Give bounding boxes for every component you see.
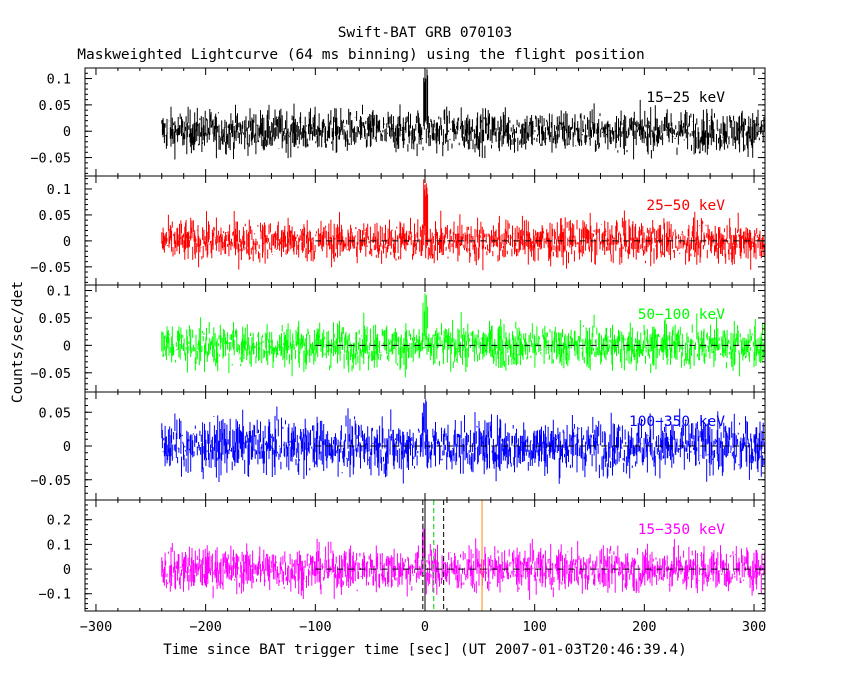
x-tick-label: 100: [522, 619, 546, 635]
x-tick-label: 0: [421, 619, 429, 635]
y-tick-label: 0: [63, 338, 71, 354]
x-tick-label: −200: [189, 619, 222, 635]
y-tick-label: 0.05: [38, 208, 71, 224]
series-line: [161, 69, 765, 160]
y-tick-label: −0.05: [30, 260, 71, 276]
panel-15-25-kev: 0.1 0.05 0 −0.05 15−25 keV: [30, 67, 766, 177]
series-line: [161, 179, 765, 271]
y-tick-label: −0.05: [30, 366, 71, 382]
y-tick-label: 0.05: [38, 405, 71, 421]
y-tick-label: 0: [63, 439, 71, 455]
panel-15-350-kev: 0.2 0.1 0 −0.1 15−350 keV: [38, 499, 766, 612]
x-axis-label: Time since BAT trigger time [sec] (UT 20…: [163, 642, 687, 658]
x-tick-label: −100: [299, 619, 332, 635]
y-tick-label: 0.1: [47, 182, 71, 198]
y-tick-label: 0: [63, 234, 71, 250]
chart-title: Swift-BAT GRB 070103: [338, 25, 513, 41]
x-tick-label: −300: [80, 619, 113, 635]
band-label: 15−25 keV: [646, 90, 725, 106]
x-tick-label: 200: [632, 619, 656, 635]
panel-25-50-kev: 0.1 0.05 0 −0.05 25−50 keV: [30, 175, 766, 286]
y-axis-label: Counts/sec/det: [10, 281, 26, 403]
chart-subtitle: Maskweighted Lightcurve (64 ms binning) …: [77, 47, 644, 63]
y-tick-label: 0.05: [38, 311, 71, 327]
band-label: 100−350 keV: [629, 414, 725, 430]
y-tick-label: 0.2: [47, 513, 71, 529]
y-tick-label: 0.1: [47, 537, 71, 553]
y-tick-label: 0.1: [47, 283, 71, 299]
band-label: 15−350 keV: [638, 522, 726, 538]
y-tick-label: 0: [63, 124, 71, 140]
y-tick-label: −0.05: [30, 151, 71, 167]
series-line: [161, 399, 765, 484]
series-line: [161, 293, 765, 378]
y-tick-label: 0.05: [38, 98, 71, 114]
y-tick-label: −0.05: [30, 473, 71, 489]
panel-100-350-kev: 0.05 0 −0.05 100−350 keV: [30, 391, 766, 501]
band-label: 50−100 keV: [638, 307, 726, 323]
y-tick-label: 0: [63, 562, 71, 578]
y-tick-label: −0.1: [38, 587, 71, 603]
band-label: 25−50 keV: [646, 198, 725, 214]
x-axis-ticks: −300 −200 −100 0 100 200 300: [80, 619, 767, 635]
x-tick-label: 300: [742, 619, 766, 635]
chart-panels: 0.1 0.05 0 −0.05 15−25 keV 0.1 0.05 0 −0.05 25−50…: [30, 67, 766, 612]
y-tick-label: 0.1: [47, 72, 71, 88]
panel-50-100-kev: 0.1 0.05 0 −0.05 50−100 keV: [30, 283, 766, 393]
